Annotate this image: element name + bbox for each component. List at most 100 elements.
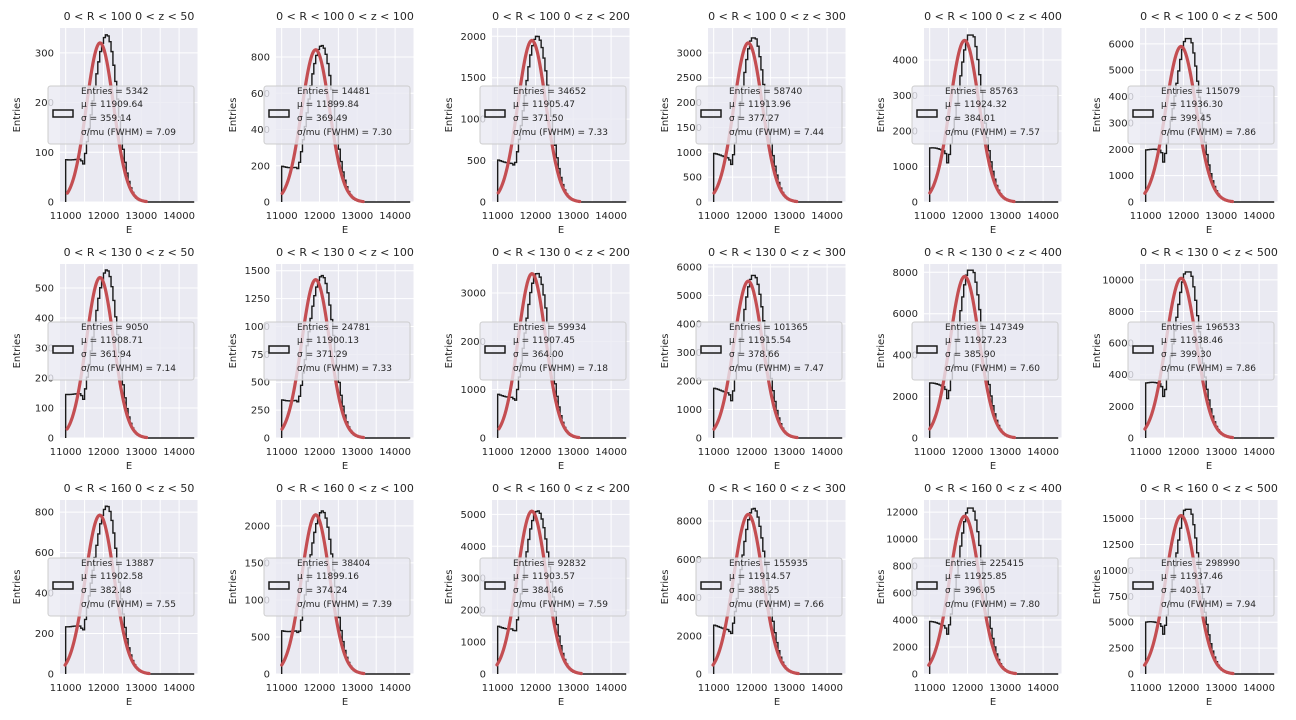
legend-sigma: σ = 382.48 <box>81 586 132 596</box>
legend-frame <box>479 321 627 381</box>
x-tick-label: 14000 <box>811 447 843 458</box>
legend-frame <box>1127 321 1275 381</box>
legend: Entries = 59934 μ = 11907.45 σ = 364.00 σ/m… <box>479 321 627 381</box>
legend: Entries = 101365 μ = 11915.54 σ = 378.66 σ/… <box>695 321 843 381</box>
legend: Entries = 38404 μ = 11899.16 σ = 374.24 σ/m… <box>263 557 411 617</box>
y-tick-label: 500 <box>251 632 270 643</box>
y-tick-label: 600 <box>35 548 54 559</box>
x-tick-label: 12000 <box>1168 211 1200 222</box>
panel-title: 0 < R < 100 0 < z < 200 <box>492 10 630 23</box>
y-axis-label: Entries <box>228 98 239 133</box>
legend-histogram-swatch <box>52 345 74 354</box>
legend-entries: Entries = 155935 <box>729 559 808 569</box>
y-tick-label: 4000 <box>677 593 702 604</box>
gaussian-fit-curve <box>1143 44 1235 204</box>
x-tick-label: 14000 <box>1027 211 1059 222</box>
legend-sigma: σ = 384.01 <box>945 114 995 124</box>
y-tick-label: 1000 <box>461 115 486 126</box>
y-tick-label: 0 <box>696 434 702 445</box>
legend: Entries = 14481 μ = 11899.84 σ = 369.49 σ/m… <box>263 85 411 145</box>
legend-resolution: σ/mu (FWHM) = 7.09 <box>81 128 176 138</box>
legend: Entries = 155935 μ = 11914.57 σ = 388.25 σ/… <box>695 557 843 617</box>
panel-title: 0 < R < 130 0 < z < 300 <box>708 246 846 259</box>
x-tick-label: 12000 <box>736 211 768 222</box>
x-tick-label: 13000 <box>989 683 1021 694</box>
legend-entries: Entries = 9050 <box>81 323 149 333</box>
legend: Entries = 34652 μ = 11905.47 σ = 371.50 σ/m… <box>479 85 627 145</box>
y-tick-label: 300 <box>35 344 54 355</box>
x-axis-label: E <box>126 461 132 472</box>
y-tick-label: 0 <box>696 670 702 681</box>
legend-resolution: σ/mu (FWHM) = 7.14 <box>81 364 176 374</box>
y-tick-label: 1000 <box>461 638 486 649</box>
y-tick-label: 2000 <box>245 521 270 532</box>
x-tick-label: 14000 <box>163 683 195 694</box>
y-axis-label: Entries <box>1092 570 1103 605</box>
y-tick-label: 10000 <box>1102 566 1134 577</box>
legend-sigma: σ = 396.05 <box>945 586 995 596</box>
gaussian-fit-curve <box>63 513 151 676</box>
x-tick-label: 13000 <box>125 211 157 222</box>
y-tick-label: 3000 <box>461 289 486 300</box>
panel-18: 0 2500 5000 7500 10000 12500 15000 11000 12000 13… <box>1092 482 1279 708</box>
legend-mu: μ = 11915.54 <box>729 336 791 346</box>
y-axis-label: Entries <box>444 98 455 133</box>
y-tick-label: 2000 <box>893 643 918 654</box>
y-tick-label: 0 <box>912 198 918 209</box>
legend-frame <box>47 557 195 617</box>
x-tick-label: 13000 <box>773 683 805 694</box>
y-tick-label: 4000 <box>893 55 918 66</box>
x-axis-label: E <box>1206 697 1212 708</box>
legend-sigma: σ = 359.14 <box>81 114 132 124</box>
panel-title: 0 < R < 100 0 < z < 50 <box>64 10 195 23</box>
legend-histogram-swatch <box>268 581 290 590</box>
panel-title: 0 < R < 160 0 < z < 300 <box>708 482 846 495</box>
y-tick-label: 800 <box>35 508 54 519</box>
x-axis-label: E <box>990 225 996 236</box>
x-tick-label: 14000 <box>1243 447 1275 458</box>
gaussian-fit-curve <box>280 48 365 204</box>
y-tick-label: 12500 <box>1102 540 1134 551</box>
legend-resolution: σ/mu (FWHM) = 7.33 <box>513 128 608 138</box>
y-tick-label: 4000 <box>1109 92 1134 103</box>
legend-histogram-swatch <box>700 109 722 118</box>
x-tick-label: 13000 <box>341 211 373 222</box>
x-axis-label: E <box>774 225 780 236</box>
y-axis-label: Entries <box>444 334 455 369</box>
legend-entries: Entries = 38404 <box>297 559 371 569</box>
legend-resolution: σ/mu (FWHM) = 7.60 <box>945 364 1040 374</box>
y-tick-label: 2000 <box>677 98 702 109</box>
legend-mu: μ = 11899.16 <box>297 572 359 582</box>
x-tick-label: 14000 <box>379 683 411 694</box>
x-axis-label: E <box>558 697 564 708</box>
legend-resolution: σ/mu (FWHM) = 7.39 <box>297 600 392 610</box>
x-tick-label: 12000 <box>88 447 120 458</box>
x-tick-label: 12000 <box>736 683 768 694</box>
panel-title: 0 < R < 160 0 < z < 200 <box>492 482 630 495</box>
y-tick-label: 200 <box>35 98 54 109</box>
panel-16: 0 2000 4000 6000 8000 11000 12000 13000 14000 E En… <box>660 482 847 708</box>
y-tick-label: 3000 <box>461 574 486 585</box>
panel-title: 0 < R < 130 0 < z < 50 <box>64 246 195 259</box>
legend-entries: Entries = 24781 <box>297 323 370 333</box>
legend-mu: μ = 11905.47 <box>513 100 575 110</box>
x-tick-label: 14000 <box>379 211 411 222</box>
legend-frame <box>911 321 1059 381</box>
y-tick-label: 0 <box>48 434 54 445</box>
x-tick-label: 14000 <box>1243 211 1275 222</box>
x-tick-label: 12000 <box>304 447 336 458</box>
legend-entries: Entries = 196533 <box>1161 323 1240 333</box>
gaussian-fit-curve <box>927 514 1018 676</box>
x-tick-label: 13000 <box>989 211 1021 222</box>
legend-frame <box>1127 85 1275 145</box>
legend-resolution: σ/mu (FWHM) = 7.30 <box>297 128 392 138</box>
legend-resolution: σ/mu (FWHM) = 7.59 <box>513 600 608 610</box>
x-tick-label: 12000 <box>952 683 984 694</box>
y-tick-label: 800 <box>251 53 270 64</box>
y-tick-label: 2000 <box>461 337 486 348</box>
x-tick-label: 11000 <box>698 447 730 458</box>
panel-title: 0 < R < 160 0 < z < 400 <box>924 482 1062 495</box>
y-tick-label: 2000 <box>1109 402 1134 413</box>
legend-frame <box>695 85 843 145</box>
